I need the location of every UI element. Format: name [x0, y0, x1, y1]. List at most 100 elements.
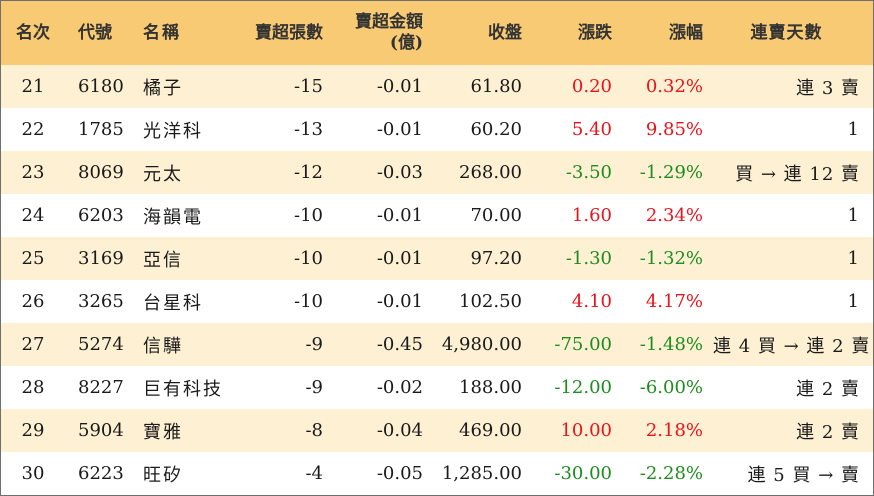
- cell-net-sell-lots: -10: [294, 205, 323, 226]
- header-net-sell-lots: 賣超張數: [255, 22, 323, 43]
- cell-consecutive-days: 1: [847, 248, 860, 269]
- table-row[interactable]: 26 3265 台星科 -10 -0.01 102.50 4.10 4.17% 1: [1, 280, 873, 323]
- cell-name[interactable]: 亞信: [143, 249, 183, 271]
- cell-rank: 26: [21, 291, 45, 312]
- cell-name[interactable]: 橘子: [143, 77, 183, 99]
- cell-consecutive-days: 連 3 賣: [796, 77, 860, 99]
- cell-name[interactable]: 巨有科技: [143, 378, 223, 400]
- cell-close: 97.20: [470, 248, 522, 269]
- cell-code[interactable]: 6180: [78, 76, 124, 97]
- cell-net-sell-lots: -4: [305, 463, 323, 484]
- cell-change: -30.00: [554, 463, 612, 484]
- cell-change: 4.10: [571, 291, 612, 312]
- cell-name[interactable]: 元太: [143, 163, 183, 185]
- cell-consecutive-days: 買 → 連 12 賣: [735, 163, 860, 185]
- cell-net-sell-amount: -0.03: [376, 162, 423, 183]
- cell-code[interactable]: 3265: [78, 291, 124, 312]
- cell-change-pct: 0.32%: [645, 76, 703, 97]
- table-body: 21 6180 橘子 -15 -0.01 61.80 0.20 0.32% 連 3 賣 22 178…: [1, 65, 873, 495]
- header-consecutive-days: 連賣天數: [750, 22, 823, 43]
- cell-code[interactable]: 5274: [78, 334, 124, 355]
- cell-change: -75.00: [554, 334, 612, 355]
- cell-net-sell-amount: -0.01: [376, 205, 423, 226]
- cell-change-pct: -1.32%: [639, 248, 703, 269]
- table-row[interactable]: 28 8227 巨有科技 -9 -0.02 188.00 -12.00 -6.00% 連 2 賣: [1, 366, 873, 409]
- cell-name[interactable]: 光洋科: [143, 120, 203, 142]
- cell-change: -3.50: [565, 162, 612, 183]
- cell-close: 268.00: [459, 162, 522, 183]
- cell-change: 10.00: [560, 420, 612, 441]
- cell-net-sell-lots: -9: [305, 377, 323, 398]
- table-row[interactable]: 24 6203 海韻電 -10 -0.01 70.00 1.60 2.34% 1: [1, 194, 873, 237]
- cell-code[interactable]: 8069: [78, 162, 124, 183]
- cell-change: 1.60: [571, 205, 612, 226]
- cell-code[interactable]: 3169: [78, 248, 124, 269]
- cell-net-sell-amount: -0.04: [376, 420, 423, 441]
- table-row[interactable]: 27 5274 信驊 -9 -0.45 4,980.00 -75.00 -1.48% 連 4 買…: [1, 323, 873, 366]
- cell-name[interactable]: 寶雅: [143, 421, 183, 443]
- cell-net-sell-lots: -10: [294, 248, 323, 269]
- cell-rank: 21: [21, 76, 45, 97]
- header-net-sell-amount-line1: 賣超金額: [355, 12, 423, 32]
- cell-net-sell-lots: -9: [305, 334, 323, 355]
- cell-net-sell-lots: -13: [294, 119, 323, 140]
- table-row[interactable]: 25 3169 亞信 -10 -0.01 97.20 -1.30 -1.32% 1: [1, 237, 873, 280]
- cell-net-sell-amount: -0.01: [376, 248, 423, 269]
- cell-code[interactable]: 6223: [78, 463, 124, 484]
- table-row[interactable]: 21 6180 橘子 -15 -0.01 61.80 0.20 0.32% 連 3 賣: [1, 65, 873, 108]
- cell-code[interactable]: 8227: [78, 377, 124, 398]
- cell-close: 1,285.00: [441, 463, 522, 484]
- cell-close: 469.00: [459, 420, 522, 441]
- cell-change-pct: 9.85%: [645, 119, 703, 140]
- cell-rank: 22: [21, 119, 45, 140]
- cell-rank: 30: [21, 463, 45, 484]
- cell-close: 188.00: [459, 377, 522, 398]
- cell-close: 4,980.00: [441, 334, 522, 355]
- cell-close: 60.20: [470, 119, 522, 140]
- cell-change-pct: -1.48%: [639, 334, 703, 355]
- cell-rank: 28: [21, 377, 45, 398]
- cell-change-pct: 2.18%: [645, 420, 703, 441]
- table-row[interactable]: 30 6223 旺矽 -4 -0.05 1,285.00 -30.00 -2.28% 連 5 買…: [1, 452, 873, 495]
- cell-code[interactable]: 5904: [78, 420, 124, 441]
- cell-change-pct: -1.29%: [639, 162, 703, 183]
- cell-consecutive-days: 連 2 賣: [796, 421, 860, 443]
- header-rank: 名次: [16, 22, 50, 43]
- header-net-sell-amount-unit: (億): [389, 33, 423, 53]
- cell-change-pct: 4.17%: [645, 291, 703, 312]
- cell-change: -12.00: [554, 377, 612, 398]
- table-header-row: 名次 代號 名稱 賣超張數 賣超金額 (億) 收盤 漲跌 漲幅 連賣天數: [1, 1, 873, 65]
- header-change-pct: 漲幅: [669, 22, 703, 43]
- cell-rank: 24: [21, 205, 45, 226]
- cell-net-sell-lots: -15: [294, 76, 323, 97]
- cell-name[interactable]: 信驊: [143, 335, 183, 357]
- header-net-sell-amount: 賣超金額 (億): [333, 1, 433, 65]
- table-row[interactable]: 23 8069 元太 -12 -0.03 268.00 -3.50 -1.29% 買 → 連 1…: [1, 151, 873, 194]
- header-name: 名稱: [143, 22, 181, 43]
- cell-name[interactable]: 海韻電: [143, 206, 203, 228]
- cell-rank: 23: [21, 162, 45, 183]
- cell-consecutive-days: 連 4 買 → 連 2 賣: [713, 335, 871, 357]
- cell-consecutive-days: 連 2 賣: [796, 378, 860, 400]
- cell-net-sell-lots: -10: [294, 291, 323, 312]
- cell-consecutive-days: 1: [847, 291, 860, 312]
- cell-name[interactable]: 旺矽: [143, 464, 183, 486]
- table-row[interactable]: 29 5904 寶雅 -8 -0.04 469.00 10.00 2.18% 連 2 賣: [1, 409, 873, 452]
- cell-net-sell-amount: -0.01: [376, 119, 423, 140]
- cell-change-pct: -2.28%: [639, 463, 703, 484]
- cell-consecutive-days: 連 5 買 → 賣: [747, 464, 860, 486]
- cell-change: -1.30: [565, 248, 612, 269]
- cell-rank: 25: [21, 248, 45, 269]
- cell-net-sell-amount: -0.05: [376, 463, 423, 484]
- cell-code[interactable]: 1785: [78, 119, 124, 140]
- cell-code[interactable]: 6203: [78, 205, 124, 226]
- header-change: 漲跌: [578, 22, 612, 43]
- cell-change-pct: 2.34%: [645, 205, 703, 226]
- cell-consecutive-days: 1: [847, 119, 860, 140]
- cell-name[interactable]: 台星科: [143, 292, 203, 314]
- table-row[interactable]: 22 1785 光洋科 -13 -0.01 60.20 5.40 9.85% 1: [1, 108, 873, 151]
- cell-close: 102.50: [459, 291, 522, 312]
- cell-net-sell-amount: -0.01: [376, 76, 423, 97]
